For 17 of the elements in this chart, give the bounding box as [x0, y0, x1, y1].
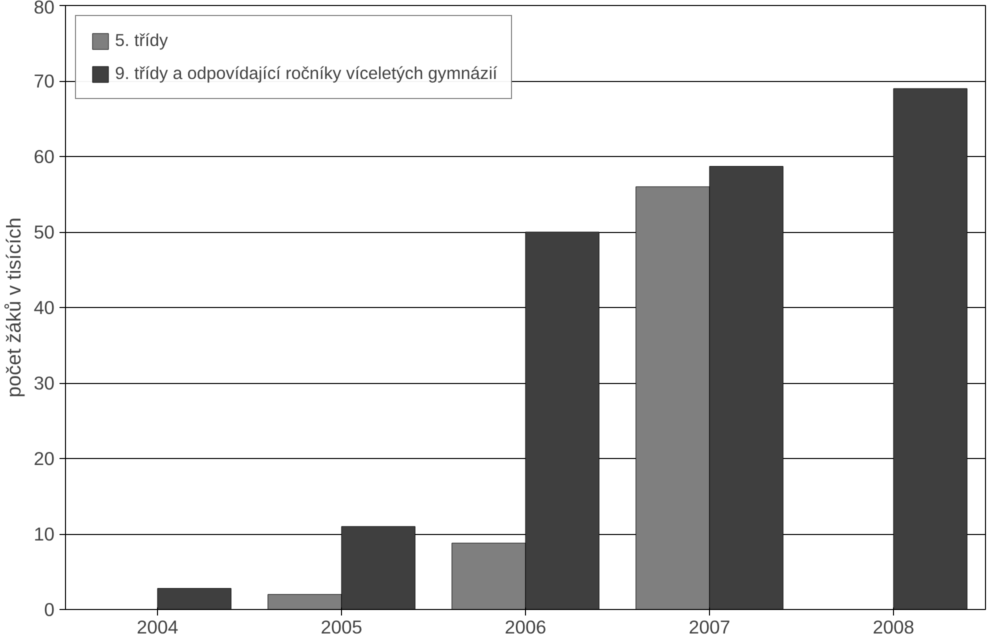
y-axis-title: počet žáků v tisících — [4, 217, 26, 398]
x-tick-label: 2006 — [504, 616, 546, 638]
x-tick-label: 2008 — [872, 616, 914, 638]
y-tick-label: 60 — [34, 146, 55, 167]
legend-label: 9. třídy a odpovídající ročníky víceletých gymnázií — [115, 63, 498, 84]
y-tick-label: 10 — [34, 524, 55, 544]
y-tick-label: 40 — [34, 297, 55, 318]
legend-label: 5. třídy — [115, 30, 168, 51]
y-tick-label: 70 — [34, 70, 55, 92]
y-tick-label: 30 — [34, 372, 55, 394]
y-tick-label: 50 — [34, 222, 55, 242]
x-tick-label: 2005 — [320, 616, 362, 638]
x-tick-label: 2004 — [136, 616, 178, 638]
x-tick-label: 2007 — [688, 616, 730, 638]
y-tick-label: 20 — [34, 448, 55, 469]
y-tick-label: 0 — [44, 599, 55, 620]
y-tick-label: 80 — [34, 0, 55, 18]
